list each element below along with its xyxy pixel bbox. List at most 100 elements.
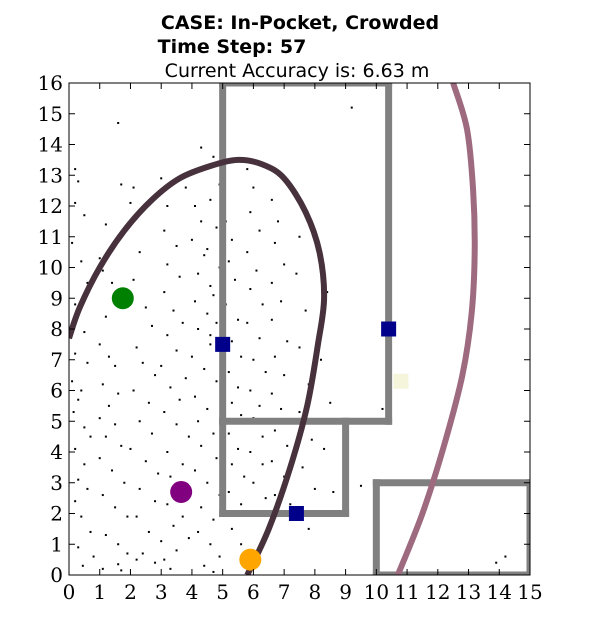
particle-point bbox=[86, 487, 89, 490]
particle-point bbox=[138, 420, 141, 423]
particle-point bbox=[252, 358, 255, 361]
particle-point bbox=[92, 555, 95, 558]
beacon-marker bbox=[288, 506, 304, 521]
particle-point bbox=[255, 269, 258, 272]
particle-point bbox=[77, 546, 80, 549]
particle-point bbox=[83, 426, 86, 429]
x-tick-label: 10 bbox=[364, 580, 389, 604]
particle-point bbox=[230, 340, 233, 343]
chart-title-time-step: Time Step: 57 bbox=[158, 36, 307, 58]
particle-point bbox=[166, 263, 169, 266]
particle-point bbox=[218, 555, 221, 558]
particle-point bbox=[154, 561, 157, 564]
particle-point bbox=[227, 490, 230, 493]
particle-point bbox=[203, 254, 206, 257]
particle-point bbox=[190, 355, 193, 358]
particle-point bbox=[132, 389, 135, 392]
particle-point bbox=[283, 475, 286, 478]
particle-point bbox=[83, 214, 86, 217]
particle-point bbox=[172, 309, 175, 312]
y-tick-label: 9 bbox=[50, 286, 63, 310]
y-tick-label: 2 bbox=[50, 502, 63, 526]
particle-point bbox=[215, 457, 218, 460]
particle-point bbox=[283, 263, 286, 266]
particle-point bbox=[203, 367, 206, 370]
particle-point bbox=[138, 487, 141, 490]
particle-point bbox=[209, 334, 212, 337]
particle-point bbox=[83, 331, 86, 334]
particle-point bbox=[104, 534, 107, 537]
y-tick-label: 5 bbox=[50, 409, 63, 433]
particle-point bbox=[166, 451, 169, 453]
particle-point bbox=[107, 355, 110, 358]
particle-point bbox=[212, 518, 215, 521]
y-tick-label: 14 bbox=[38, 133, 63, 157]
particle-point bbox=[178, 398, 181, 401]
particle-point bbox=[104, 435, 107, 438]
particle-point bbox=[264, 497, 267, 500]
particle-point bbox=[74, 168, 77, 171]
particle-point bbox=[301, 466, 304, 469]
particle-point bbox=[172, 524, 175, 527]
x-tick-label: 4 bbox=[186, 580, 199, 604]
particle-point bbox=[313, 487, 316, 490]
y-tick-label: 7 bbox=[50, 348, 63, 372]
particle-point bbox=[249, 389, 252, 392]
particle-point bbox=[178, 275, 181, 278]
particle-point bbox=[101, 383, 104, 386]
particle-point bbox=[187, 435, 190, 438]
particle-point bbox=[126, 515, 129, 518]
particle-point bbox=[163, 229, 166, 232]
particle-point bbox=[307, 527, 310, 530]
particle-point bbox=[212, 432, 215, 435]
particle-point bbox=[332, 490, 335, 493]
particle-point bbox=[89, 530, 92, 533]
particle-point bbox=[77, 478, 80, 481]
particle-point bbox=[215, 380, 218, 383]
particle-point bbox=[104, 315, 107, 318]
particle-point bbox=[249, 288, 252, 291]
particle-point bbox=[114, 506, 117, 509]
particle-point bbox=[240, 414, 243, 417]
particle-point bbox=[329, 401, 332, 404]
particle-point bbox=[203, 564, 206, 567]
particle-point bbox=[175, 349, 178, 352]
particle-point bbox=[181, 463, 184, 466]
pink-arc-curve bbox=[395, 83, 478, 575]
plot-area bbox=[69, 83, 530, 575]
particle-point bbox=[237, 447, 240, 450]
particle-point bbox=[169, 475, 172, 478]
particle-point bbox=[98, 457, 101, 460]
particle-point bbox=[135, 515, 138, 518]
y-tick-label: 4 bbox=[50, 440, 63, 464]
particle-point bbox=[89, 435, 92, 438]
particle-point bbox=[209, 198, 212, 201]
purple-position-marker bbox=[170, 480, 193, 503]
particle-point bbox=[261, 435, 264, 438]
axes: 0 1 2 3 4 5 6 7 8 9 10 11 12 13 14 15012345678910111213… bbox=[38, 71, 543, 604]
particle-point bbox=[120, 183, 123, 186]
particle-point bbox=[74, 303, 77, 306]
particle-point bbox=[286, 340, 289, 343]
particle-point bbox=[166, 205, 169, 207]
particle-point bbox=[273, 494, 276, 497]
particle-point bbox=[114, 423, 117, 426]
particle-point bbox=[258, 337, 261, 340]
particle-point bbox=[209, 284, 212, 287]
particle-point bbox=[270, 392, 273, 395]
x-tick-label: 8 bbox=[308, 580, 321, 604]
x-tick-label: 13 bbox=[456, 580, 481, 604]
particle-point bbox=[246, 168, 249, 171]
x-tick-label: 11 bbox=[394, 580, 419, 604]
particle-point bbox=[194, 300, 197, 303]
x-tick-label: 15 bbox=[517, 580, 542, 604]
x-tick-label: 7 bbox=[278, 580, 291, 604]
particle-point bbox=[101, 567, 104, 570]
particle-point bbox=[258, 229, 261, 232]
particle-point bbox=[98, 417, 101, 420]
y-tick-label: 1 bbox=[50, 532, 63, 556]
particle-point bbox=[166, 503, 169, 506]
y-tick-label: 3 bbox=[50, 471, 63, 495]
particle-point bbox=[190, 238, 193, 241]
